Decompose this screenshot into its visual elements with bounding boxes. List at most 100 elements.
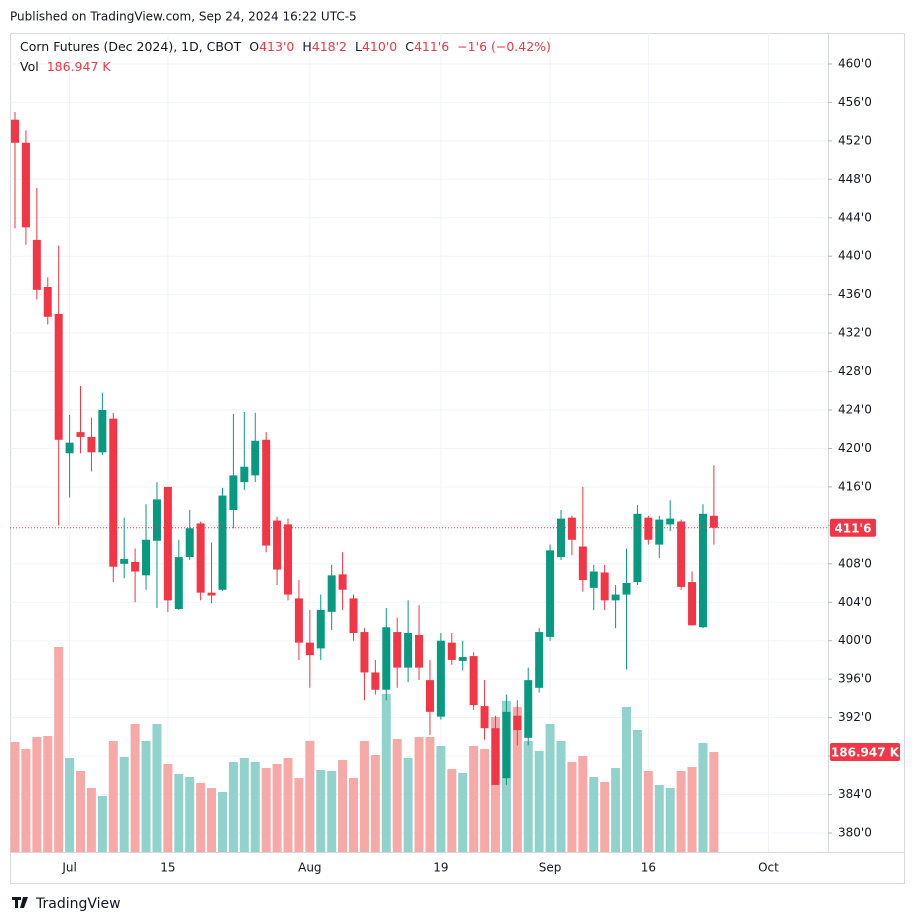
y-tick-label: 392'0 — [838, 710, 872, 724]
volume-bar — [469, 745, 479, 852]
volume-bar — [643, 770, 653, 852]
candle-body — [633, 513, 642, 583]
volume-bar — [65, 757, 75, 852]
y-tick-label: 396'0 — [838, 672, 872, 686]
candle-body — [677, 521, 686, 587]
volume-bar — [698, 743, 708, 852]
candle-body — [65, 442, 74, 454]
y-tick-label: 416'0 — [838, 479, 872, 493]
candle-body — [207, 592, 216, 596]
header-line: Corn Futures (Dec 2024), 1D, CBOT O413'0 H… — [20, 39, 551, 54]
candle-body — [163, 486, 172, 601]
volume-bar — [600, 781, 610, 852]
y-tick-label: 448'0 — [838, 172, 872, 186]
y-tick-label: 444'0 — [838, 210, 872, 224]
vol-name: Vol — [20, 59, 39, 74]
candle-body — [229, 475, 238, 510]
volume-bar — [76, 770, 86, 852]
y-tick-label: 420'0 — [838, 441, 872, 455]
volume-bar — [709, 752, 719, 852]
volume-bar — [196, 783, 206, 852]
y-tick-label: 440'0 — [838, 249, 872, 263]
candle-body — [87, 436, 96, 453]
y-tick-label: 380'0 — [838, 825, 872, 839]
candle-body — [447, 642, 456, 660]
volume-bar — [545, 723, 555, 852]
candle-body — [436, 640, 445, 717]
volume-bar — [436, 745, 446, 852]
volume-bar — [512, 706, 522, 852]
candle-body — [327, 575, 336, 612]
candle-body — [54, 313, 63, 440]
volume-bar — [338, 760, 348, 852]
candle-body — [11, 119, 19, 143]
candle-body — [578, 546, 587, 581]
volume-bar — [447, 768, 457, 852]
volume-bar — [556, 740, 566, 852]
volume-bar — [174, 773, 184, 852]
volume-bar — [458, 773, 468, 852]
candle-body — [469, 656, 478, 706]
candle-body — [688, 582, 697, 626]
last-price-label: 411'6 — [834, 521, 871, 535]
volume-bar — [119, 756, 129, 852]
vol-value: 186.947 K — [47, 59, 112, 74]
x-tick-label: 16 — [641, 861, 656, 875]
volume-bar — [414, 737, 424, 852]
volume-bar — [207, 787, 217, 852]
candle-body — [480, 706, 489, 729]
volume-bar — [163, 763, 173, 852]
volume-box — [830, 743, 900, 762]
volume-bar — [567, 761, 577, 852]
candle-body — [557, 518, 565, 558]
volume-bar — [10, 742, 20, 852]
volume-bar — [152, 723, 162, 852]
volume-bar — [108, 740, 118, 852]
tv-logo — [12, 897, 28, 908]
volume-bar — [534, 750, 544, 852]
ohlc-key: O — [249, 39, 259, 54]
candle-body — [262, 439, 271, 546]
candle-body — [513, 715, 522, 731]
volume-bar — [687, 766, 697, 852]
volume-bar — [294, 777, 304, 852]
change: −1'6 (−0.42%) — [457, 39, 551, 54]
volume-bar — [349, 777, 359, 852]
published-note: Published on TradingView.com, Sep 24, 20… — [10, 10, 357, 24]
volume-bar — [97, 796, 107, 852]
candle-body — [491, 728, 500, 785]
candle-body — [196, 523, 205, 593]
candle-body — [305, 642, 314, 656]
candle-body — [109, 418, 118, 567]
y-tick-label: 456'0 — [838, 95, 872, 109]
volume-bar — [665, 787, 675, 852]
volume-bar — [425, 737, 435, 852]
y-tick-label: 428'0 — [838, 364, 872, 378]
volume-bar — [316, 770, 326, 852]
volume-bar — [654, 784, 664, 852]
candle-body — [567, 517, 576, 540]
volume-bar — [228, 761, 238, 852]
volume-bar — [43, 735, 53, 852]
volume-bar — [370, 754, 380, 852]
candle-body — [709, 515, 718, 528]
volume-bar — [261, 767, 271, 852]
volume-bar — [381, 693, 391, 852]
volume-bar — [523, 740, 533, 852]
candle-body — [360, 632, 369, 673]
ohlc-key: C — [405, 39, 414, 54]
candle-body — [152, 499, 161, 541]
y-tick-label: 404'0 — [838, 595, 872, 609]
y-tick-label: 384'0 — [838, 787, 872, 801]
candle-body — [185, 528, 194, 558]
volume-bar — [283, 757, 293, 852]
symbol: Corn Futures (Dec 2024), 1D, CBOT — [20, 39, 242, 54]
y-tick-label: 408'0 — [838, 556, 872, 570]
candle-body — [349, 598, 358, 634]
y-tick-label: 460'0 — [838, 56, 872, 70]
candle-body — [338, 574, 347, 590]
candle-body — [251, 440, 260, 476]
candle-body — [131, 561, 140, 572]
last-price-box — [830, 518, 876, 537]
